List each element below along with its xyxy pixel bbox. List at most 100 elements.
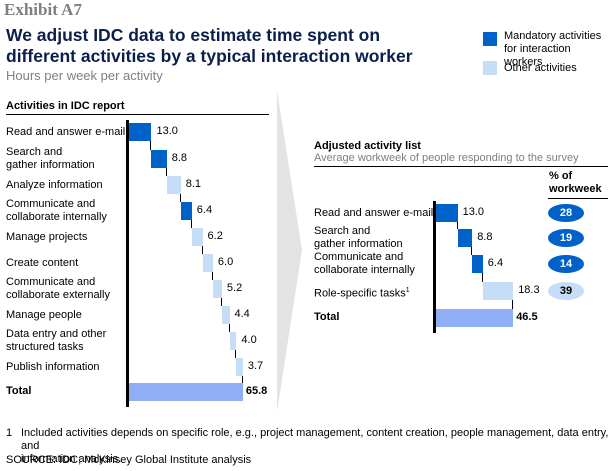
- category-label: Role-specific tasks1: [314, 284, 410, 301]
- source-note: SOURCE: IDC; McKinsey Global Institute a…: [6, 454, 252, 466]
- waterfall-bar: [236, 358, 243, 376]
- category-label: Communicate and collaborate internally: [6, 198, 107, 224]
- pct-badge: 39: [548, 282, 584, 300]
- bar-value-label: 18.3: [518, 284, 540, 296]
- chart-axis: [433, 201, 436, 333]
- category-label-line: collaborate internally: [314, 264, 415, 276]
- bar-value-label: 13.0: [156, 125, 178, 137]
- connector-line: [150, 141, 152, 150]
- connector-line: [220, 298, 222, 306]
- right-chart-subtitle: Average workweek of people responding to…: [314, 152, 579, 164]
- waterfall-bar: [472, 255, 483, 273]
- waterfall-bar: [221, 306, 230, 324]
- pct-badge: 19: [548, 229, 584, 247]
- waterfall-bar: [129, 123, 152, 141]
- waterfall-bar: [166, 176, 181, 194]
- waterfall-bar: [229, 332, 237, 350]
- total-value-label: 65.8: [245, 385, 268, 397]
- category-label-line: Communicate and: [6, 276, 96, 288]
- total-label: Total: [314, 311, 340, 323]
- category-label: Search and gather information: [6, 146, 95, 172]
- bar-value-label: 4.0: [241, 334, 257, 346]
- category-label-line: Manage projects: [6, 230, 88, 243]
- category-label-line: Communicate and: [6, 198, 96, 210]
- pct-header-line: % of: [549, 170, 573, 182]
- bar-value-label: 6.0: [217, 256, 234, 268]
- bar-value-label: 13.0: [462, 206, 484, 218]
- connector-line: [235, 350, 237, 358]
- bar-value-label: 3.7: [247, 360, 264, 372]
- footnote-text: Included activities depends on specific …: [21, 427, 608, 466]
- waterfall-bar: [191, 228, 203, 246]
- legend-label-line: Mandatory activities: [504, 30, 602, 42]
- footnote-ref: 1: [405, 287, 410, 294]
- waterfall-bar: [151, 150, 167, 168]
- category-label: Read and answer e-mail: [6, 126, 125, 139]
- pct-badge: 28: [548, 204, 584, 222]
- category-label-line: Analyze information: [6, 178, 103, 191]
- connector-line: [512, 300, 514, 309]
- waterfall-bar: [457, 229, 473, 247]
- legend-swatch-other: [483, 61, 497, 75]
- category-label: Communicate and collaborate externally: [6, 276, 110, 302]
- waterfall-bar: [180, 202, 192, 220]
- category-label-line: Search and: [314, 225, 371, 237]
- connector-line: [190, 220, 192, 228]
- category-label: Publish information: [6, 361, 100, 374]
- footnote-marker: 1: [6, 427, 13, 439]
- connector-line: [228, 324, 230, 332]
- category-label: Analyze information: [6, 179, 103, 192]
- bar-value-label: 6.2: [207, 230, 223, 242]
- category-label-line: Read and answer e-mail: [314, 206, 434, 219]
- category-label-line: Communicate and: [314, 251, 404, 263]
- bar-value-label: 8.1: [185, 178, 202, 190]
- category-label-line: Publish information: [6, 360, 100, 373]
- chart-subtitle: Hours per week per activity: [6, 68, 163, 83]
- legend-label-mandatory: Mandatory activities for interaction wor…: [504, 30, 608, 69]
- bar-value-label: 6.4: [487, 257, 504, 269]
- category-label-line: gather information: [314, 238, 403, 250]
- category-label-line: Manage people: [6, 308, 82, 321]
- total-bar: [129, 383, 243, 401]
- category-label-line: structured tasks: [6, 341, 84, 353]
- waterfall-bar: [202, 254, 213, 272]
- connector-line: [179, 194, 181, 202]
- exhibit-label: Exhibit A7: [4, 0, 82, 19]
- category-label-line: Create content: [6, 256, 79, 269]
- legend-label-other: Other activities: [504, 62, 577, 74]
- category-label-line: gather information: [6, 159, 95, 171]
- category-label-line: Data entry and other: [6, 328, 107, 340]
- connector-line: [165, 168, 167, 176]
- pct-header-rule: [548, 198, 608, 199]
- footnote-line: Included activities depends on specific …: [21, 427, 608, 452]
- bar-value-label: 4.4: [234, 308, 250, 320]
- footnote-line: information analysis.: [21, 453, 122, 465]
- category-label: Create content: [6, 257, 78, 270]
- category-label: Search and gather information: [314, 225, 403, 251]
- category-label: Data entry and other structured tasks: [6, 328, 106, 354]
- pct-badge: 14: [548, 255, 584, 273]
- total-bar: [436, 309, 514, 327]
- category-label: Manage people: [6, 309, 82, 322]
- right-chart-title: Adjusted activity list: [314, 140, 421, 152]
- category-label-line: collaborate internally: [6, 211, 107, 223]
- category-label-line: Search and: [6, 146, 63, 158]
- connector-line: [471, 247, 473, 255]
- waterfall-bar: [482, 282, 514, 300]
- category-label: Read and answer e-mail: [314, 207, 433, 220]
- category-label-line: Read and answer e-mail: [6, 125, 126, 138]
- chart-axis: [126, 120, 129, 407]
- connector-line: [211, 272, 213, 280]
- connector-line: [241, 376, 243, 383]
- total-label: Total: [6, 385, 32, 397]
- left-header-rule: [6, 114, 269, 115]
- pct-header-line: workweek: [549, 183, 602, 195]
- legend-swatch-mandatory: [483, 32, 497, 46]
- left-chart-title: Activities in IDC report: [6, 100, 125, 112]
- waterfall-bar: [436, 204, 458, 222]
- bar-value-label: 8.8: [477, 231, 493, 243]
- legend-label-line: for interaction workers: [504, 43, 571, 68]
- connector-line: [481, 273, 483, 282]
- right-header-rule: [314, 166, 608, 167]
